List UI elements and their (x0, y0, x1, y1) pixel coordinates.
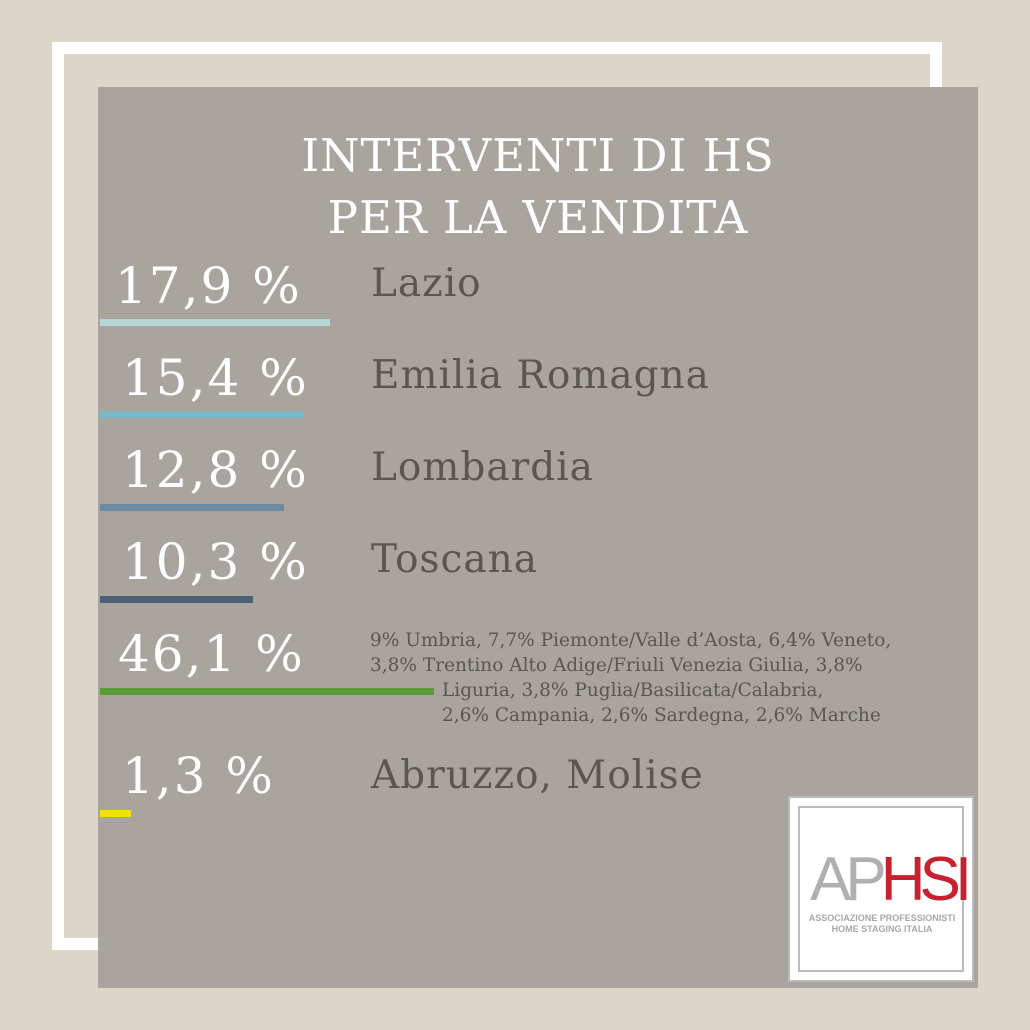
bar (100, 504, 284, 511)
bar (100, 319, 330, 326)
bar (100, 688, 434, 695)
region-label: Toscana (371, 537, 538, 582)
percent-label: 1,3 % (122, 747, 275, 805)
region-label: Lombardia (371, 445, 594, 490)
title-line-2: PER LA VENDITA (327, 191, 749, 244)
title-line-1: INTERVENTI DI HS (301, 129, 775, 182)
region-label: Abruzzo, Molise (371, 753, 704, 798)
percent-label: 17,9 % (115, 257, 302, 315)
region-label: Emilia Romagna (371, 353, 710, 398)
bar (100, 596, 253, 603)
region-label: Lazio (371, 261, 482, 306)
percent-label: 10,3 % (122, 533, 309, 591)
other-line: 2,6% Campania, 2,6% Sardegna, 2,6% March… (442, 705, 881, 726)
other-line: 3,8% Trentino Alto Adige/Friuli Venezia … (370, 655, 863, 676)
other-line: 9% Umbria, 7,7% Piemonte/Valle d’Aosta, … (370, 630, 892, 651)
percent-label: 15,4 % (122, 349, 309, 407)
aphsi-logo: APHSI ASSOCIAZIONE PROFESSIONISTI HOME ST… (788, 796, 974, 982)
other-regions-text: 9% Umbria, 7,7% Piemonte/Valle d’Aosta, … (370, 628, 980, 728)
bar (100, 411, 304, 418)
bar (100, 810, 131, 817)
other-line: Liguria, 3,8% Puglia/Basilicata/Calabria… (442, 680, 824, 701)
percent-label: 46,1 % (118, 625, 305, 683)
chart-title: INTERVENTI DI HS PER LA VENDITA (98, 125, 978, 249)
percent-label: 12,8 % (122, 441, 309, 499)
